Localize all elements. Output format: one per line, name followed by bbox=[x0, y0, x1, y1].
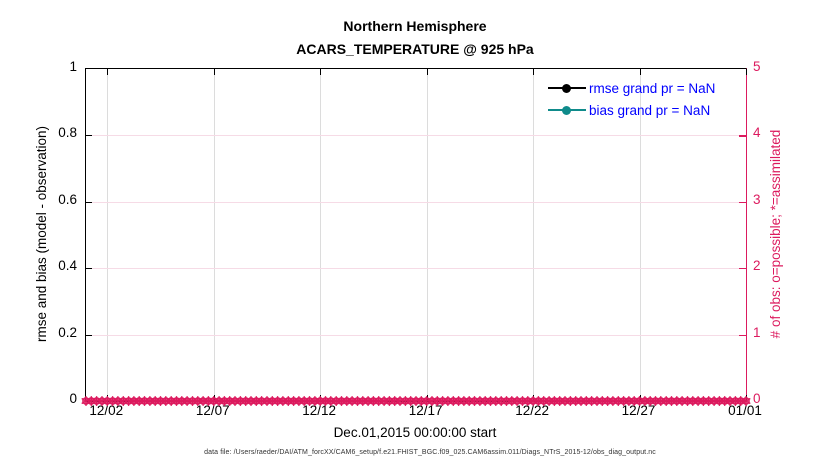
y-right-tick-label: 3 bbox=[753, 191, 761, 207]
legend-label: rmse grand pr = NaN bbox=[589, 80, 716, 96]
y-right-tick bbox=[739, 268, 746, 270]
legend-label: bias grand pr = NaN bbox=[589, 102, 711, 118]
y-right-tick-label: 1 bbox=[753, 324, 761, 340]
x-tick-top bbox=[533, 69, 535, 75]
legend-marker-dot bbox=[562, 105, 571, 115]
legend-marker-dot bbox=[562, 83, 571, 93]
y-right-tick-label: 0 bbox=[753, 391, 761, 406]
x-tick-top bbox=[107, 69, 109, 75]
y-right-tick bbox=[739, 135, 746, 137]
x-tick-top bbox=[213, 69, 215, 75]
x-tick-top bbox=[639, 69, 641, 75]
x-tick-top bbox=[746, 69, 747, 75]
y-gridline bbox=[86, 334, 746, 336]
plot-area bbox=[81, 68, 751, 407]
y-right-tick-label: 4 bbox=[753, 125, 761, 141]
obs-count-markers bbox=[81, 395, 751, 407]
x-gridline bbox=[426, 69, 428, 401]
chart-title-line1: Northern Hemisphere bbox=[343, 18, 487, 34]
legend-line-sample bbox=[548, 83, 586, 93]
x-tick-top bbox=[426, 69, 428, 75]
possible-obs-markers bbox=[82, 397, 750, 405]
y-gridline bbox=[86, 268, 746, 270]
y-left-tick bbox=[86, 268, 92, 270]
data-file-caption: data file: /Users/raeder/DAI/ATM_forcXX/… bbox=[204, 449, 656, 456]
y-right-tick-label: 2 bbox=[753, 258, 761, 274]
legend-item: rmse grand pr = NaN bbox=[548, 77, 715, 99]
y-right-tick-label: 5 bbox=[753, 59, 761, 74]
y-left-tick bbox=[86, 201, 92, 203]
y-axis-label-left: rmse and bias (model - observation) bbox=[34, 125, 49, 343]
y-left-tick bbox=[86, 334, 92, 336]
y-axis-label-right: # of obs: o=possible; *=assimilated bbox=[768, 129, 783, 339]
x-gridline bbox=[213, 69, 215, 401]
legend-line-sample bbox=[548, 105, 586, 115]
y-right-tick bbox=[739, 334, 746, 336]
x-gridline bbox=[533, 69, 535, 401]
x-gridline bbox=[320, 69, 322, 401]
y-gridline bbox=[86, 135, 746, 137]
y-gridline bbox=[86, 201, 746, 203]
legend-item: bias grand pr = NaN bbox=[548, 99, 715, 121]
y-left-tick bbox=[86, 135, 92, 137]
x-gridline bbox=[107, 69, 109, 401]
legend: rmse grand pr = NaN bias grand pr = NaN bbox=[548, 77, 715, 121]
assimilated-obs-markers bbox=[81, 395, 751, 407]
chart-title-line2: ACARS_TEMPERATURE @ 925 hPa bbox=[296, 41, 534, 57]
x-gridline bbox=[639, 69, 641, 401]
chart-title: Northern Hemisphere ACARS_TEMPERATURE @ … bbox=[85, 15, 745, 61]
y-right-tick bbox=[739, 201, 746, 203]
x-tick-top bbox=[320, 69, 322, 75]
x-axis-label: Dec.01,2015 00:00:00 start bbox=[333, 425, 497, 440]
